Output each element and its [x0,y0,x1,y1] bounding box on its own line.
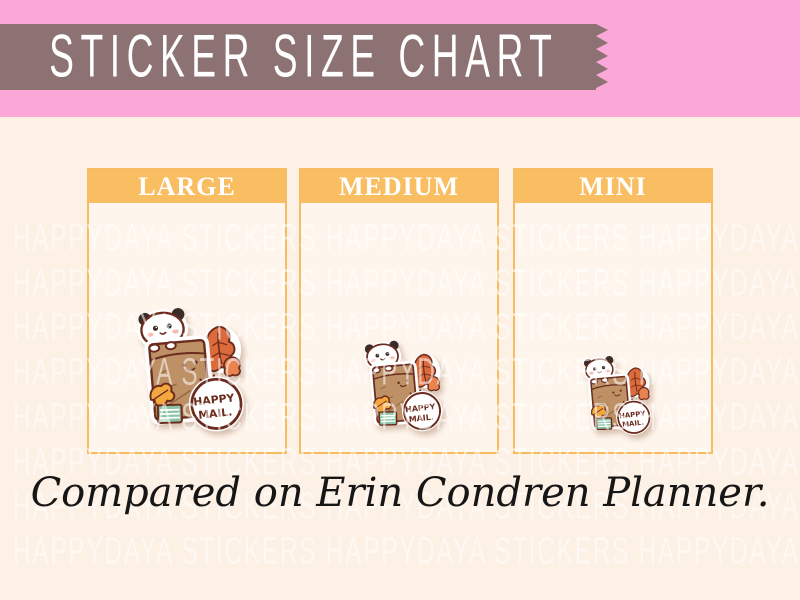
size-column-medium: MEDIUM [299,168,499,454]
happy-mail-sticker-medium: HAPPY MAIL. [361,335,444,436]
bubble-text-line1: HAPPY [405,402,436,414]
column-header-mini: MINI [515,170,711,203]
bubble-text-line1: HAPPY [193,391,235,408]
size-column-large: LARGE [87,168,287,454]
page-title: STICKER SIZE CHART [49,23,559,90]
bubble-text-line2: MAIL. [198,405,233,421]
washi-tape-banner: STICKER SIZE CHART [0,24,608,90]
happy-mail-sticker-large: HAPPY MAIL. [133,300,246,438]
bubble-text-line2: MAIL. [408,413,434,425]
watermark-row: HAPPYDAYA STICKERS HAPPYDAYA STICKERS HA… [13,529,800,572]
column-header-large: LARGE [89,170,285,203]
bubble-text-line2: MAIL. [622,419,645,429]
size-column-mini: MINI [513,168,713,454]
happy-mail-sticker-mini: HAPPY MAIL. [581,351,653,439]
column-header-medium: MEDIUM [301,170,497,203]
bubble-text-line1: HAPPY [619,410,647,421]
footer-caption: Compared on Erin Condren Planner. [30,470,770,516]
